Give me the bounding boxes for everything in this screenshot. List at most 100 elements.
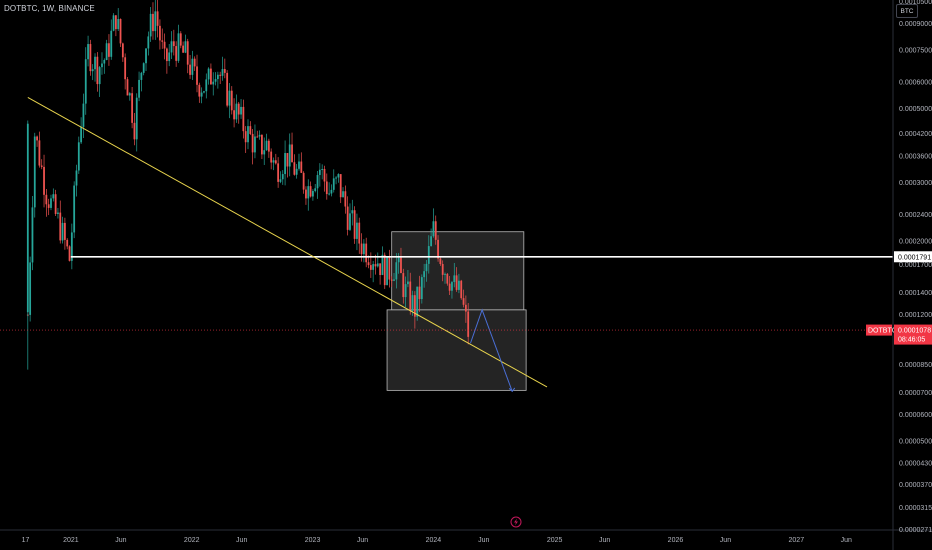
price-tick-label: 0.0009000 [899,21,932,28]
price-tick-label: 0.0000600 [899,412,932,419]
candle-body [119,19,122,44]
candle-body [223,69,226,73]
candle-body [325,181,328,195]
candle-body [135,97,138,140]
candle-body [462,298,465,305]
candle-body [91,69,94,72]
candle-body [133,122,136,140]
candle-body [226,72,229,106]
candle-body [108,43,110,57]
candle-body [191,58,194,75]
price-tick-label: 0.0000430 [899,460,932,467]
candle-body [244,131,247,143]
candle-body [272,160,275,163]
price-tick-label: 0.0005000 [899,106,932,113]
zones[interactable] [386,231,527,391]
candle-body [240,106,242,115]
candle-body [196,66,198,85]
candle-body [145,48,147,64]
support-price-tag [894,251,932,263]
lightning-icon [510,516,522,528]
upper-range-zone [391,231,525,311]
time-tick-label: 2023 [305,537,321,544]
candle-body [198,84,201,97]
candle-body [82,103,85,127]
candle-body [142,63,145,73]
candle-body [446,273,449,284]
candle-body [131,93,134,123]
price-tick-label: 0.0003000 [899,180,932,187]
candle-body [75,170,78,186]
candle-body [52,194,55,199]
candle-body [390,279,393,281]
support-price-tag-text: 0.0001791 [898,254,931,261]
candle-body [230,90,233,111]
candle-body [270,151,273,163]
candle-body [128,93,131,96]
candle-body [149,13,152,37]
candle-body [101,63,103,68]
candle-body [388,257,391,280]
candle-body [184,41,187,53]
current-price-tag-text: 0.0001078 [898,328,931,335]
candle-body [369,265,372,270]
candle-body [274,160,277,164]
descending-trendline [27,96,548,388]
candle-body [302,172,305,190]
price-tick-label: 0.0000315 [899,505,932,512]
price-tick-label: 0.0001400 [899,290,932,297]
candle-body [94,56,96,70]
candle-body [251,133,254,153]
candle-body [393,279,395,281]
candle-body [307,186,310,199]
candle-body [33,136,36,208]
candle-body [170,41,173,53]
candle-body [300,161,303,173]
candle-body [349,213,351,230]
candle-body [455,275,458,290]
drawings[interactable] [0,96,893,393]
price-tick-label: 0.0001700 [899,262,932,269]
candle-body [45,194,48,205]
candle-body [279,179,282,182]
candle-body [249,126,252,134]
candle-body [77,142,80,171]
price-tick-label: 0.0001200 [899,312,932,319]
candle-body [381,254,384,275]
price-tick-label: 0.0000271 [899,527,932,534]
candle-body [54,194,57,214]
candle-body [63,222,66,240]
candle-body [353,210,356,239]
candle-body [117,19,120,30]
candle-body [219,74,222,76]
candle-body [265,140,268,151]
currency-button[interactable]: BTC [896,4,918,18]
candle-body [177,33,180,61]
candle-body [316,175,319,189]
candle-body [70,232,73,261]
candle-body [152,13,154,32]
candle-body [73,185,76,233]
candle-body [365,243,368,263]
candle-body [458,280,460,290]
candle-body [110,30,113,57]
candle-body [427,246,430,264]
time-tick-label: 2027 [789,537,805,544]
symbol-tag-text: DOTBTC [868,328,897,335]
candle-body [376,263,379,267]
time-tick-label: Jun [599,537,610,544]
candle-body [351,210,354,214]
candle-body [295,168,298,175]
candle-body [460,280,463,299]
candle-body [420,277,423,300]
candle-body [221,69,224,76]
time-tick-label: Jun [841,537,852,544]
time-tick-label: Jun [236,537,247,544]
candle-body [342,191,344,198]
candle-body [407,281,409,285]
candle-body [31,207,34,263]
candle-body [372,264,375,270]
candle-body [59,212,62,241]
time-tick-label: Jun [115,537,126,544]
